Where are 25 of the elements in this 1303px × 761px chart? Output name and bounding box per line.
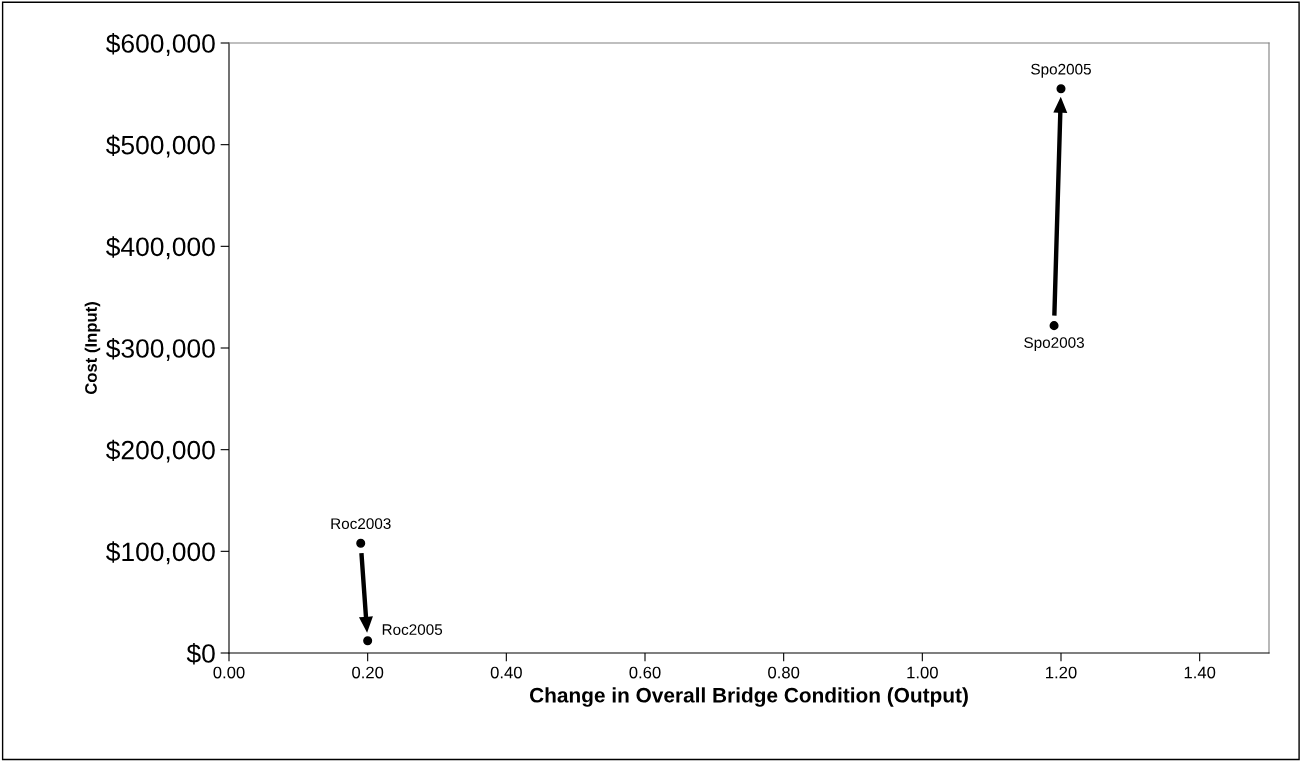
- y-axis-title: Cost (Input): [84, 302, 101, 395]
- y-tick-label: $500,000: [106, 134, 215, 158]
- y-tick-label: $400,000: [106, 236, 215, 260]
- x-tick-label: 1.00: [907, 666, 938, 679]
- y-tick-label: $600,000: [106, 33, 215, 56]
- point: [1049, 321, 1059, 331]
- y-tick-label: $100,000: [106, 541, 215, 565]
- x-tick-label: 1.40: [1184, 666, 1216, 679]
- point: [1056, 84, 1066, 94]
- point: [363, 636, 373, 646]
- y-tick-label: $300,000: [106, 338, 215, 361]
- x-tick-label: 0.20: [352, 666, 384, 679]
- y-tick-label: $0: [186, 643, 215, 665]
- annotation: Spo2005: [1031, 63, 1091, 78]
- point: [356, 538, 366, 548]
- annotation: Spo2003: [1024, 337, 1084, 351]
- x-tick-label: 1.20: [1046, 666, 1077, 679]
- x-tick-label: 0.80: [768, 666, 800, 679]
- x-tick-label: 0.00: [213, 666, 245, 679]
- x-tick-label: 0.60: [629, 666, 661, 679]
- annotation: Roc2003: [331, 518, 391, 530]
- annotation: Roc2005: [382, 624, 443, 635]
- x-axis-title: Change in Overall Bridge Condition (Output): [529, 687, 968, 707]
- x-tick-label: 0.40: [490, 666, 522, 679]
- y-tick-label: $200,000: [106, 439, 215, 463]
